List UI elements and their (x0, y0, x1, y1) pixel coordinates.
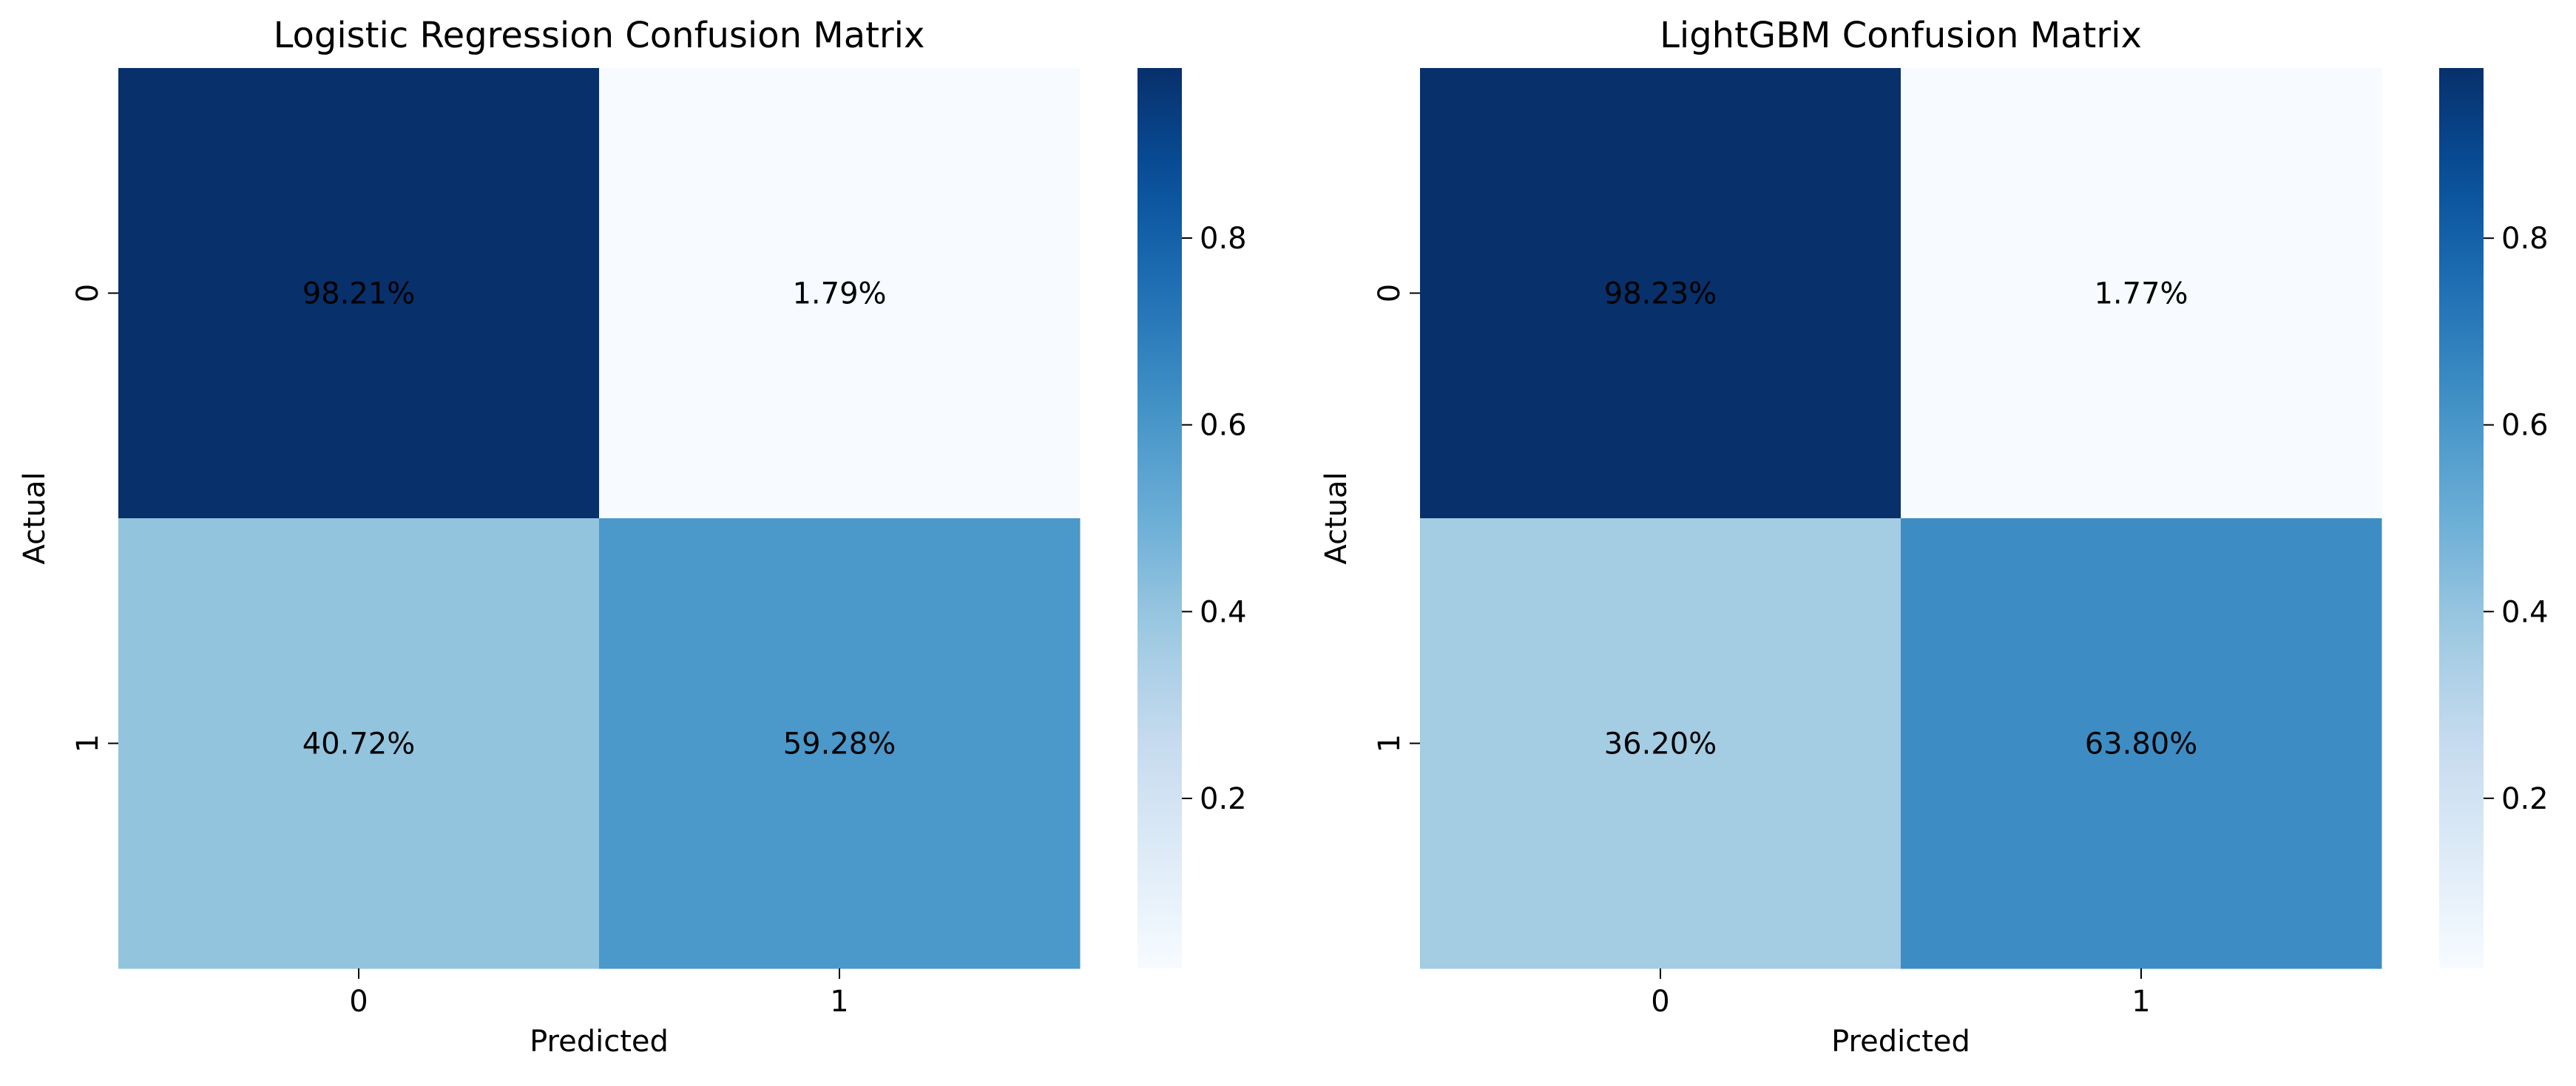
heatmap-cell (118, 68, 600, 519)
x-tick-label: 0 (1651, 985, 1669, 1019)
heatmap-cell (1420, 68, 1901, 519)
heatmap-cell (1901, 68, 2382, 519)
x-tick-label: 1 (830, 985, 848, 1019)
heatmap-cell (599, 68, 1081, 519)
cell-annotation: 98.21% (302, 277, 416, 311)
cell-annotation: 59.28% (783, 727, 896, 761)
heatmap-cell (599, 518, 1081, 969)
colorbar-tick-label: 0.6 (1200, 409, 1247, 443)
x-tick-label: 0 (349, 985, 368, 1019)
y-tick-label: 0 (1373, 284, 1407, 302)
cell-annotation: 1.77% (2094, 277, 2188, 311)
colorbar (1137, 68, 1182, 968)
chart-title: Logistic Regression Confusion Matrix (274, 15, 925, 56)
colorbar-tick-label: 0.8 (1200, 222, 1247, 256)
chart-panel-2: LightGBM Confusion Matrix 98.23% 1.77% 36.2… (1319, 15, 2549, 1059)
colorbar (2439, 68, 2484, 968)
cell-annotation: 98.23% (1604, 277, 1717, 311)
heatmap-cell (1901, 518, 2382, 969)
x-tick-label: 1 (2132, 985, 2150, 1019)
colorbar-tick-label: 0.4 (2501, 595, 2549, 629)
y-axis-label: Actual (1319, 472, 1353, 564)
cell-annotation: 1.79% (792, 277, 886, 311)
y-axis-label: Actual (18, 472, 52, 564)
colorbar-tick-label: 0.2 (1200, 782, 1247, 816)
chart-panel-1: Logistic Regression Confusion Matrix 98.2… (18, 15, 1247, 1059)
colorbar-tick-label: 0.6 (2501, 409, 2549, 443)
x-axis-label: Predicted (1831, 1025, 1970, 1059)
chart-title: LightGBM Confusion Matrix (1660, 15, 2142, 56)
cell-annotation: 36.20% (1604, 727, 1717, 761)
cell-annotation: 63.80% (2085, 727, 2198, 761)
y-tick-label: 0 (71, 284, 105, 302)
heatmap-cell (118, 518, 600, 969)
cell-annotation: 40.72% (302, 727, 416, 761)
x-axis-label: Predicted (530, 1025, 669, 1059)
heatmap-cell (1420, 518, 1901, 969)
y-tick-label: 1 (71, 734, 105, 753)
colorbar-tick-label: 0.8 (2501, 222, 2549, 256)
colorbar-tick-label: 0.2 (2501, 782, 2549, 816)
y-tick-label: 1 (1373, 734, 1407, 753)
colorbar-tick-label: 0.4 (1200, 595, 1247, 629)
